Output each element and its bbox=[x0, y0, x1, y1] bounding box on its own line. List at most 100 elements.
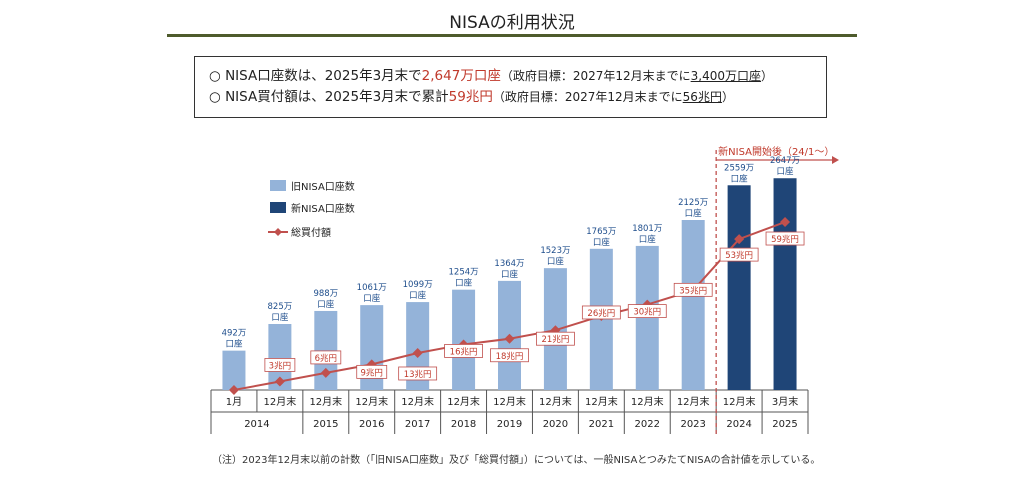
summary-purchases-text: NISA買付額は、2025年3月末で累計 bbox=[225, 89, 449, 105]
x-year-label: 2018 bbox=[451, 419, 476, 430]
x-category-label: 12月末 bbox=[309, 395, 342, 408]
bar-value-label: 1061万 bbox=[357, 283, 387, 293]
bar-unit-label: 口座 bbox=[593, 237, 611, 248]
line-value-label: 13兆円 bbox=[404, 369, 432, 380]
bar-unit-label: 口座 bbox=[777, 166, 795, 177]
bar-value-label: 492万 bbox=[222, 329, 247, 339]
legend-line-marker bbox=[274, 228, 282, 236]
legend-label: 総買付額 bbox=[291, 226, 331, 239]
summary-accounts-target: 3,400万口座 bbox=[690, 69, 761, 83]
line-value-label: 59兆円 bbox=[771, 234, 799, 245]
line-value-box bbox=[444, 344, 483, 358]
new-nisa-annotation: 新NISA開始後（24/1～） bbox=[718, 145, 834, 158]
bar-unit-label: 口座 bbox=[225, 339, 243, 350]
page-title: NISAの利用状況 bbox=[449, 13, 575, 33]
summary-accounts-note: （政府目標：2027年12月末までに bbox=[500, 69, 691, 83]
bar-unit-label: 口座 bbox=[547, 256, 565, 267]
line-value-box bbox=[673, 282, 713, 297]
x-category-label: 3月末 bbox=[772, 395, 798, 408]
line-value-label: 3兆円 bbox=[269, 360, 291, 371]
bar-value-label: 2125万 bbox=[678, 198, 708, 208]
line-value-label: 6兆円 bbox=[315, 353, 337, 364]
bar-value-label: 988万 bbox=[313, 289, 338, 299]
x-category-label: 12月末 bbox=[677, 395, 710, 408]
bar-unit-label: 口座 bbox=[271, 312, 289, 323]
summary-accounts: ○ NISA口座数は、2025年3月末で2,647万口座（政府目標：2027年1… bbox=[209, 66, 826, 87]
bar-unit-label: 口座 bbox=[455, 278, 473, 289]
x-year-label: 2022 bbox=[635, 419, 660, 430]
purchase-marker bbox=[504, 333, 515, 344]
line-value-label: 53兆円 bbox=[725, 250, 753, 261]
legend-label: 新NISA口座数 bbox=[291, 202, 355, 215]
line-value-label: 35兆円 bbox=[679, 285, 707, 296]
old-nisa-bar bbox=[314, 310, 338, 390]
purchase-marker bbox=[274, 376, 285, 387]
x-year-label: 2014 bbox=[244, 419, 269, 430]
bar-value-label: 1801万 bbox=[632, 224, 662, 234]
summary-purchases-value: 59兆円 bbox=[448, 89, 493, 105]
legend-old-swatch bbox=[270, 180, 286, 191]
purchase-marker bbox=[412, 347, 423, 358]
bar-value-label: 2647万 bbox=[770, 156, 800, 166]
line-value-label: 16兆円 bbox=[450, 346, 478, 357]
line-value-box bbox=[310, 350, 342, 365]
x-year-label: 2020 bbox=[543, 419, 568, 430]
summary-accounts-value: 2,647万口座 bbox=[421, 68, 501, 84]
x-category-label: 12月末 bbox=[493, 395, 526, 408]
summary-accounts-note-end: ） bbox=[761, 69, 774, 83]
line-value-label: 9兆円 bbox=[361, 367, 383, 378]
x-category-label: 12月末 bbox=[631, 395, 664, 408]
purchase-marker bbox=[228, 385, 239, 395]
bar-unit-label: 口座 bbox=[363, 293, 381, 304]
line-value-box bbox=[719, 247, 759, 262]
x-category-label: 12月末 bbox=[585, 395, 618, 408]
x-category-label: 12月末 bbox=[447, 395, 480, 408]
summary-purchases-target: 56兆円 bbox=[682, 90, 722, 104]
old-nisa-bar bbox=[681, 220, 705, 390]
x-category-label: 12月末 bbox=[264, 395, 297, 408]
line-value-box bbox=[356, 364, 388, 379]
summary-purchases-note-end: ） bbox=[721, 90, 734, 104]
line-value-box bbox=[264, 358, 296, 372]
bar-unit-label: 口座 bbox=[501, 269, 519, 280]
x-year-label: 2017 bbox=[405, 419, 430, 430]
purchase-marker bbox=[320, 367, 331, 378]
line-value-label: 18兆円 bbox=[496, 351, 524, 362]
footnote: （注）2023年12月末以前の計数（「旧NISA口座数」及び「総買付額」）につい… bbox=[212, 455, 821, 466]
title-divider bbox=[167, 34, 857, 37]
line-value-label: 26兆円 bbox=[587, 308, 615, 319]
line-value-box bbox=[536, 331, 575, 346]
line-value-box bbox=[627, 304, 667, 318]
summary-accounts-text: NISA口座数は、2025年3月末で bbox=[225, 68, 422, 84]
x-category-label: 12月末 bbox=[539, 395, 572, 408]
old-nisa-bar bbox=[222, 350, 246, 390]
x-year-label: 2024 bbox=[726, 419, 751, 430]
bullet-icon: ○ bbox=[209, 89, 221, 105]
bar-value-label: 1099万 bbox=[403, 280, 433, 290]
new-nisa-arrowhead bbox=[832, 156, 839, 164]
bar-unit-label: 口座 bbox=[639, 234, 657, 245]
line-value-box bbox=[765, 231, 805, 246]
x-category-label: 12月末 bbox=[401, 395, 434, 408]
bar-value-label: 1254万 bbox=[449, 268, 479, 278]
x-category-label: 12月末 bbox=[723, 395, 756, 408]
bar-unit-label: 口座 bbox=[317, 299, 335, 310]
line-value-label: 30兆円 bbox=[633, 307, 661, 318]
purchase-marker bbox=[780, 217, 791, 228]
bar-unit-label: 口座 bbox=[685, 208, 703, 219]
x-year-label: 2016 bbox=[359, 419, 384, 430]
summary-box: ○ NISA口座数は、2025年3月末で2,647万口座（政府目標：2027年1… bbox=[194, 56, 827, 118]
bar-value-label: 1364万 bbox=[494, 259, 524, 269]
legend-new-swatch bbox=[270, 202, 286, 213]
line-value-label: 21兆円 bbox=[542, 334, 570, 345]
x-year-label: 2021 bbox=[589, 419, 614, 430]
purchase-marker bbox=[734, 234, 745, 245]
x-year-label: 2023 bbox=[680, 419, 705, 430]
x-year-label: 2015 bbox=[313, 419, 338, 430]
bullet-icon: ○ bbox=[209, 68, 221, 84]
bar-unit-label: 口座 bbox=[731, 173, 749, 184]
x-category-label: 1月 bbox=[226, 396, 242, 408]
new-nisa-bar bbox=[773, 178, 797, 390]
x-category-label: 12月末 bbox=[355, 395, 388, 408]
